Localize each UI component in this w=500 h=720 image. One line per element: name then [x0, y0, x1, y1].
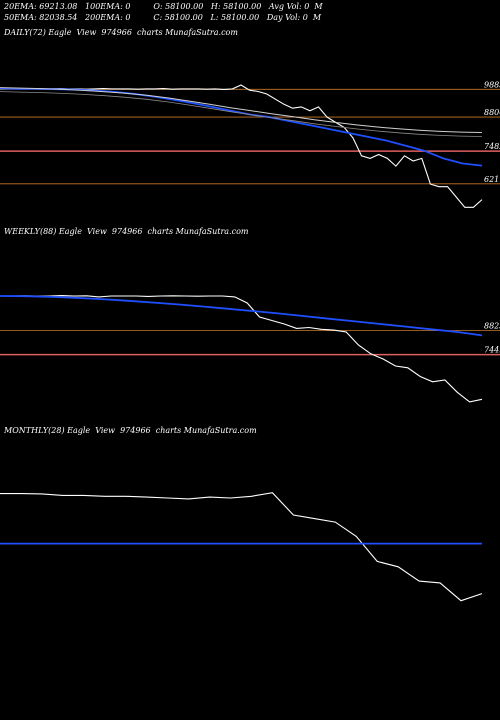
daily-20ema-line [0, 87, 483, 167]
daily-level-label: 8806 [484, 108, 500, 117]
weekly-ema-line [0, 295, 483, 337]
header-line-1: 20EMA: 69213.08 100EMA: 0 O: 58100.00 H:… [4, 2, 323, 11]
weekly-price-line [0, 295, 483, 403]
daily-level-label: 6211 [484, 175, 500, 184]
monthly-panel-title: MONTHLY(28) Eagle View 974966 charts Mun… [4, 426, 257, 435]
daily-50ema-line [0, 87, 483, 133]
weekly-level-label: 8823 [484, 322, 500, 331]
daily-level-label: 9883 [484, 80, 500, 89]
daily-level-label: 7482 [484, 142, 500, 151]
weekly-panel-title: WEEKLY(88) Eagle View 974966 charts Muna… [4, 227, 249, 236]
daily-slow-ema-line [0, 91, 483, 137]
monthly-price-line [0, 492, 483, 602]
daily-panel-title: DAILY(72) Eagle View 974966 charts Munaf… [4, 28, 238, 37]
header-line-2: 50EMA: 82038.54 200EMA: 0 C: 58100.00 L:… [4, 13, 322, 22]
weekly-level-label: 7449 [484, 346, 500, 355]
